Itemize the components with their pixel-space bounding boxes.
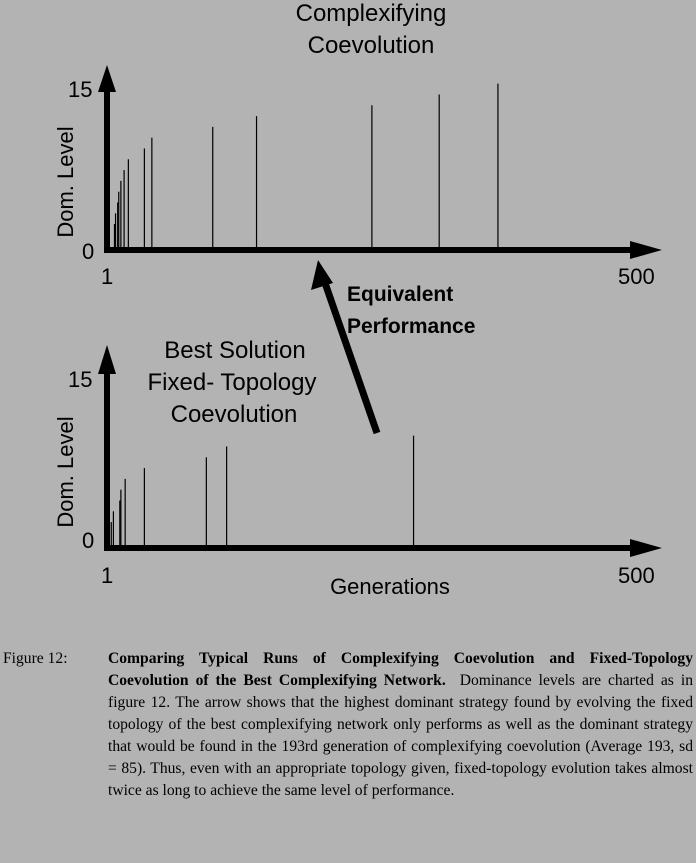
top-y-axis (104, 90, 110, 253)
annotation-line-2: Performance (347, 315, 475, 338)
bottom-y-axis-arrowhead (98, 345, 116, 374)
top-x-axis (104, 247, 634, 253)
top-chart: Complexifying Coevolution Dom. Level 15 … (53, 0, 662, 289)
top-ylabel: Dom. Level (53, 126, 78, 237)
bottom-xtick-1: 1 (101, 563, 113, 588)
caption-label: Figure 12: (3, 650, 68, 667)
top-spikes (113, 83, 499, 250)
bottom-ytick-0: 0 (82, 528, 94, 553)
bottom-spikes (110, 435, 415, 548)
caption-bold: Comparing Typical Runs of Complexifying … (108, 650, 693, 689)
bottom-title-line-3: Coevolution (171, 401, 298, 428)
bottom-y-axis (104, 372, 110, 551)
caption-body: Comparing Typical Runs of Complexifying … (108, 648, 693, 802)
equivalence-arrow-shaft (320, 278, 381, 435)
bottom-title-line-1: Best Solution (164, 337, 305, 364)
caption-text: Dominance levels are charted as in figur… (108, 672, 694, 799)
bottom-ytick-15: 15 (68, 367, 92, 392)
bottom-x-axis (104, 545, 634, 551)
top-xtick-500: 500 (618, 264, 655, 289)
top-xtick-1: 1 (101, 264, 113, 289)
top-title-line-1: Complexifying (296, 0, 447, 27)
equivalence-arrow-head (311, 260, 333, 290)
bottom-xlabel: Generations (330, 574, 450, 599)
top-y-axis-arrowhead (98, 65, 116, 92)
bottom-xtick-500: 500 (618, 563, 655, 588)
annotation-line-1: Equivalent (347, 283, 453, 306)
top-ytick-0: 0 (82, 239, 94, 264)
top-x-axis-arrowhead (630, 241, 662, 259)
bottom-chart: Best Solution Fixed- Topology Coevolutio… (53, 337, 662, 599)
equivalent-performance-annotation: Equivalent Performance (311, 260, 475, 435)
bottom-title-line-2: Fixed- Topology (148, 369, 317, 396)
bottom-x-axis-arrowhead (630, 539, 662, 557)
top-ytick-15: 15 (68, 77, 92, 102)
figure: Complexifying Coevolution Dom. Level 15 … (53, 0, 662, 599)
bottom-ylabel: Dom. Level (53, 416, 78, 527)
top-title-line-2: Coevolution (308, 32, 435, 59)
